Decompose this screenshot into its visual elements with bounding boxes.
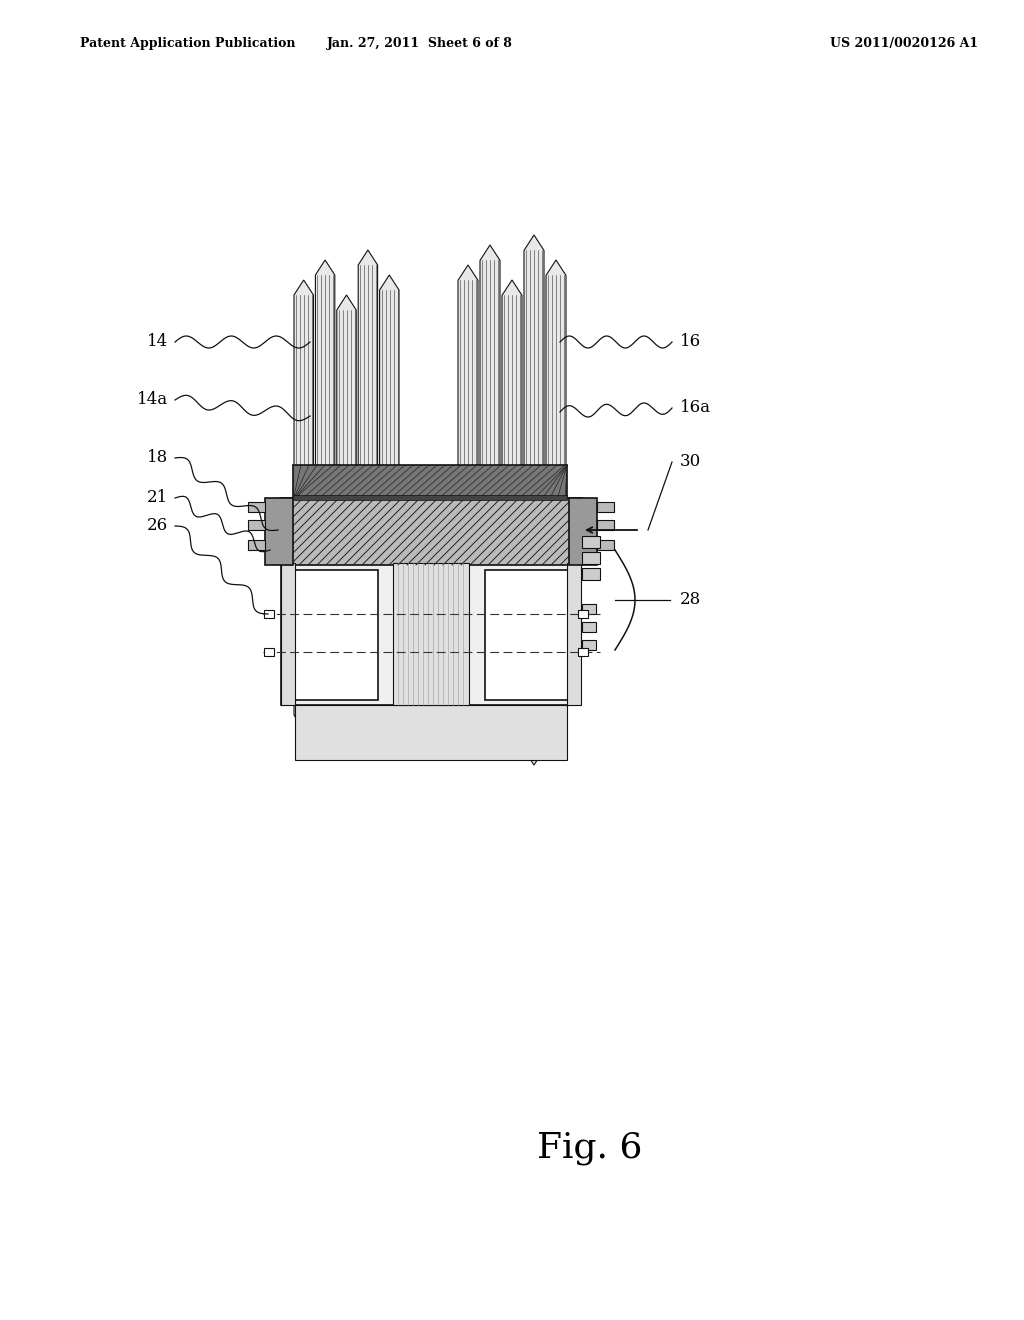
Polygon shape xyxy=(502,280,522,487)
Bar xyxy=(264,648,274,656)
Polygon shape xyxy=(358,602,378,760)
Bar xyxy=(485,570,568,700)
Bar xyxy=(569,498,597,565)
Polygon shape xyxy=(458,602,478,735)
Bar xyxy=(578,610,588,618)
Polygon shape xyxy=(380,275,399,487)
Bar xyxy=(597,502,614,512)
Polygon shape xyxy=(480,602,500,755)
Polygon shape xyxy=(524,235,544,487)
Bar xyxy=(578,648,588,656)
Bar xyxy=(567,564,581,705)
Text: 14a: 14a xyxy=(137,392,168,408)
Polygon shape xyxy=(480,246,500,487)
Bar xyxy=(280,498,582,565)
Polygon shape xyxy=(502,602,522,719)
Text: 18: 18 xyxy=(146,450,168,466)
Bar xyxy=(582,622,596,632)
Bar xyxy=(293,465,567,500)
Bar xyxy=(293,495,567,500)
Polygon shape xyxy=(380,602,399,735)
Polygon shape xyxy=(458,265,478,487)
Text: 28: 28 xyxy=(680,591,701,609)
Bar xyxy=(295,705,567,760)
Polygon shape xyxy=(337,294,356,487)
Polygon shape xyxy=(546,602,566,741)
Bar xyxy=(281,564,581,705)
Text: US 2011/0020126 A1: US 2011/0020126 A1 xyxy=(830,37,978,50)
Polygon shape xyxy=(337,602,356,715)
Bar xyxy=(582,536,600,548)
Bar xyxy=(582,568,600,579)
Polygon shape xyxy=(546,260,566,487)
Bar xyxy=(295,570,378,700)
Polygon shape xyxy=(315,602,335,750)
Bar xyxy=(597,540,614,550)
Text: 21: 21 xyxy=(146,490,168,507)
Bar xyxy=(393,564,469,705)
Text: 16: 16 xyxy=(680,334,701,351)
Bar xyxy=(582,552,600,564)
Polygon shape xyxy=(315,260,335,487)
Polygon shape xyxy=(294,602,313,730)
Bar xyxy=(281,564,295,705)
Text: Fig. 6: Fig. 6 xyxy=(538,1131,643,1166)
Bar xyxy=(265,498,293,565)
Bar xyxy=(597,520,614,531)
Bar xyxy=(582,605,596,614)
Polygon shape xyxy=(358,249,378,487)
Bar xyxy=(264,610,274,618)
Polygon shape xyxy=(294,280,313,487)
Polygon shape xyxy=(524,602,544,766)
Bar xyxy=(248,520,265,531)
Text: 14: 14 xyxy=(146,334,168,351)
Bar xyxy=(248,502,265,512)
Text: 16a: 16a xyxy=(680,400,711,417)
Text: Jan. 27, 2011  Sheet 6 of 8: Jan. 27, 2011 Sheet 6 of 8 xyxy=(327,37,513,50)
Text: 30: 30 xyxy=(680,454,701,470)
Bar xyxy=(248,540,265,550)
Bar xyxy=(582,640,596,649)
Text: 26: 26 xyxy=(146,517,168,535)
Text: Patent Application Publication: Patent Application Publication xyxy=(80,37,296,50)
